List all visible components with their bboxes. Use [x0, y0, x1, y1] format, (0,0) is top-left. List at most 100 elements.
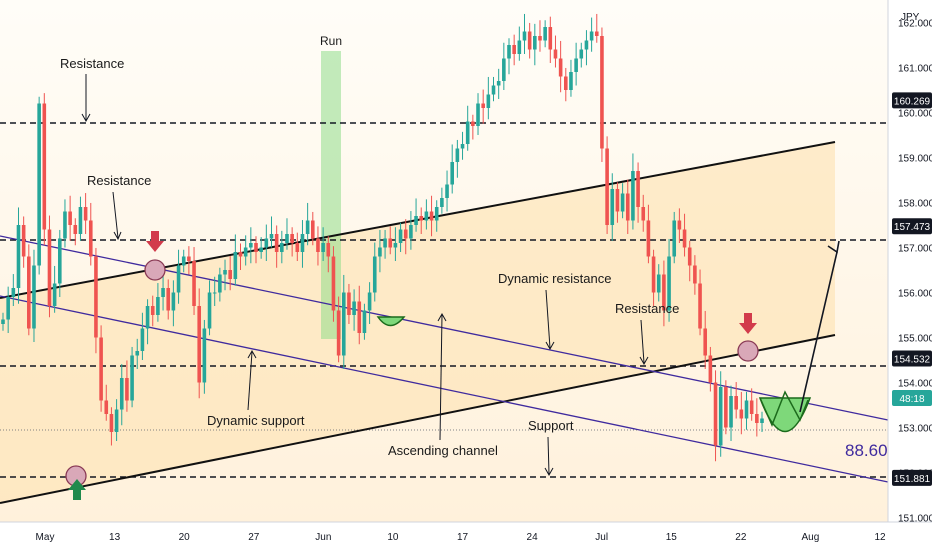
candle-body [119, 378, 124, 410]
candle-body [615, 189, 620, 212]
pointer-arrowhead [81, 113, 91, 123]
candle-body [150, 306, 155, 315]
projection-zigzag [759, 390, 809, 427]
candle-body [388, 238, 393, 248]
price-level-badge-text: 160.269 [894, 96, 931, 107]
price-tick-label: 157.000 [898, 244, 932, 255]
candle-body [682, 229, 687, 248]
price-tick-label: 159.000 [898, 154, 932, 165]
candle-body [729, 396, 733, 428]
candle-body [140, 328, 145, 351]
pointer-dynamic-resistance [545, 289, 551, 349]
candle-body [362, 310, 367, 333]
projection-arrowhead [827, 240, 840, 254]
candle-body [83, 207, 88, 221]
price-tick-label: 153.000 [898, 424, 932, 435]
candle-body [207, 292, 212, 329]
candle-body [739, 409, 744, 419]
candle-body [233, 252, 238, 279]
price-tick-label: 156.000 [898, 289, 932, 300]
candle-body [341, 292, 346, 356]
candle-body [631, 171, 635, 221]
candle-body [548, 27, 553, 50]
candle-body [176, 265, 181, 293]
candle-body [734, 396, 738, 410]
price-level-badge [892, 469, 932, 486]
touch-circle-1 [144, 259, 166, 281]
candle-body [352, 301, 356, 315]
pointer-dynamic-support [247, 351, 253, 411]
candle-body [264, 238, 269, 248]
candle-body [713, 382, 718, 446]
price-axis[interactable] [888, 0, 932, 522]
candle-body [238, 252, 243, 257]
candle-body [569, 72, 573, 90]
candle-body [471, 121, 475, 126]
pointer-support [547, 436, 550, 475]
candle-body [125, 378, 129, 401]
candle-body [440, 198, 444, 207]
annotation-resistance-mid: Resistance [87, 173, 151, 188]
candle-body [300, 234, 305, 252]
candle-body [68, 211, 72, 225]
candle-body [156, 297, 160, 315]
candle-body [502, 58, 506, 81]
up-arrow-icon [68, 479, 86, 500]
candle-body [42, 103, 47, 230]
pointer-arrowhead [545, 341, 555, 351]
pointer-arrowhead [437, 312, 447, 322]
candle-body [465, 121, 470, 144]
time-axis[interactable] [0, 522, 932, 550]
candle-body [166, 288, 171, 311]
candle-body [16, 225, 21, 288]
candle-body [584, 40, 589, 50]
candle-body [419, 216, 424, 221]
candle-body [553, 49, 558, 59]
time-tick-label: 15 [666, 532, 678, 543]
candle-body [625, 193, 630, 221]
current-price-badge [892, 390, 932, 406]
candle-body [393, 243, 398, 248]
candle-body [254, 243, 258, 252]
projection-path [799, 251, 838, 413]
time-tick-label: 24 [527, 532, 539, 543]
candle-body [409, 225, 413, 239]
candle-body [445, 184, 449, 198]
candle-body [579, 49, 584, 59]
candle-body [755, 414, 759, 423]
candle-body [600, 36, 604, 149]
candle-body [460, 144, 465, 149]
candle-body [512, 45, 516, 54]
candle-body [558, 58, 563, 77]
candle-body [130, 355, 134, 401]
candle-body [218, 274, 222, 293]
candle-body [316, 238, 320, 252]
annotation-dynamic-resistance: Dynamic resistance [498, 271, 611, 286]
candle-body [11, 288, 16, 297]
price-tick-label: 161.000 [898, 64, 932, 75]
down-arrow-icon [146, 231, 164, 252]
price-tick-label: 160.000 [898, 109, 932, 120]
candle-body [290, 234, 294, 243]
candle-body [522, 31, 527, 41]
time-tick-label: 17 [457, 532, 469, 543]
candle-body [574, 58, 578, 72]
candle-body [78, 207, 83, 234]
candle-body [476, 103, 480, 126]
candle-body [491, 85, 496, 95]
candlestick-series [1, 13, 764, 462]
pointer-resistance-right [640, 319, 645, 364]
price-level-badge-text: 151.881 [894, 474, 931, 485]
candle-body [455, 148, 460, 162]
price-level-badges: 160.269 157.473 154.532 151.881 [892, 92, 932, 486]
candle-body [533, 36, 537, 50]
price-level-badge [892, 92, 932, 109]
candle-body [383, 238, 387, 248]
time-tick-label: 20 [179, 532, 191, 543]
pointer-ascending-channel [439, 314, 443, 441]
candle-body [259, 247, 263, 252]
candle-body [517, 40, 522, 54]
time-tick-label: 12 [874, 532, 886, 543]
candle-body [145, 306, 150, 329]
